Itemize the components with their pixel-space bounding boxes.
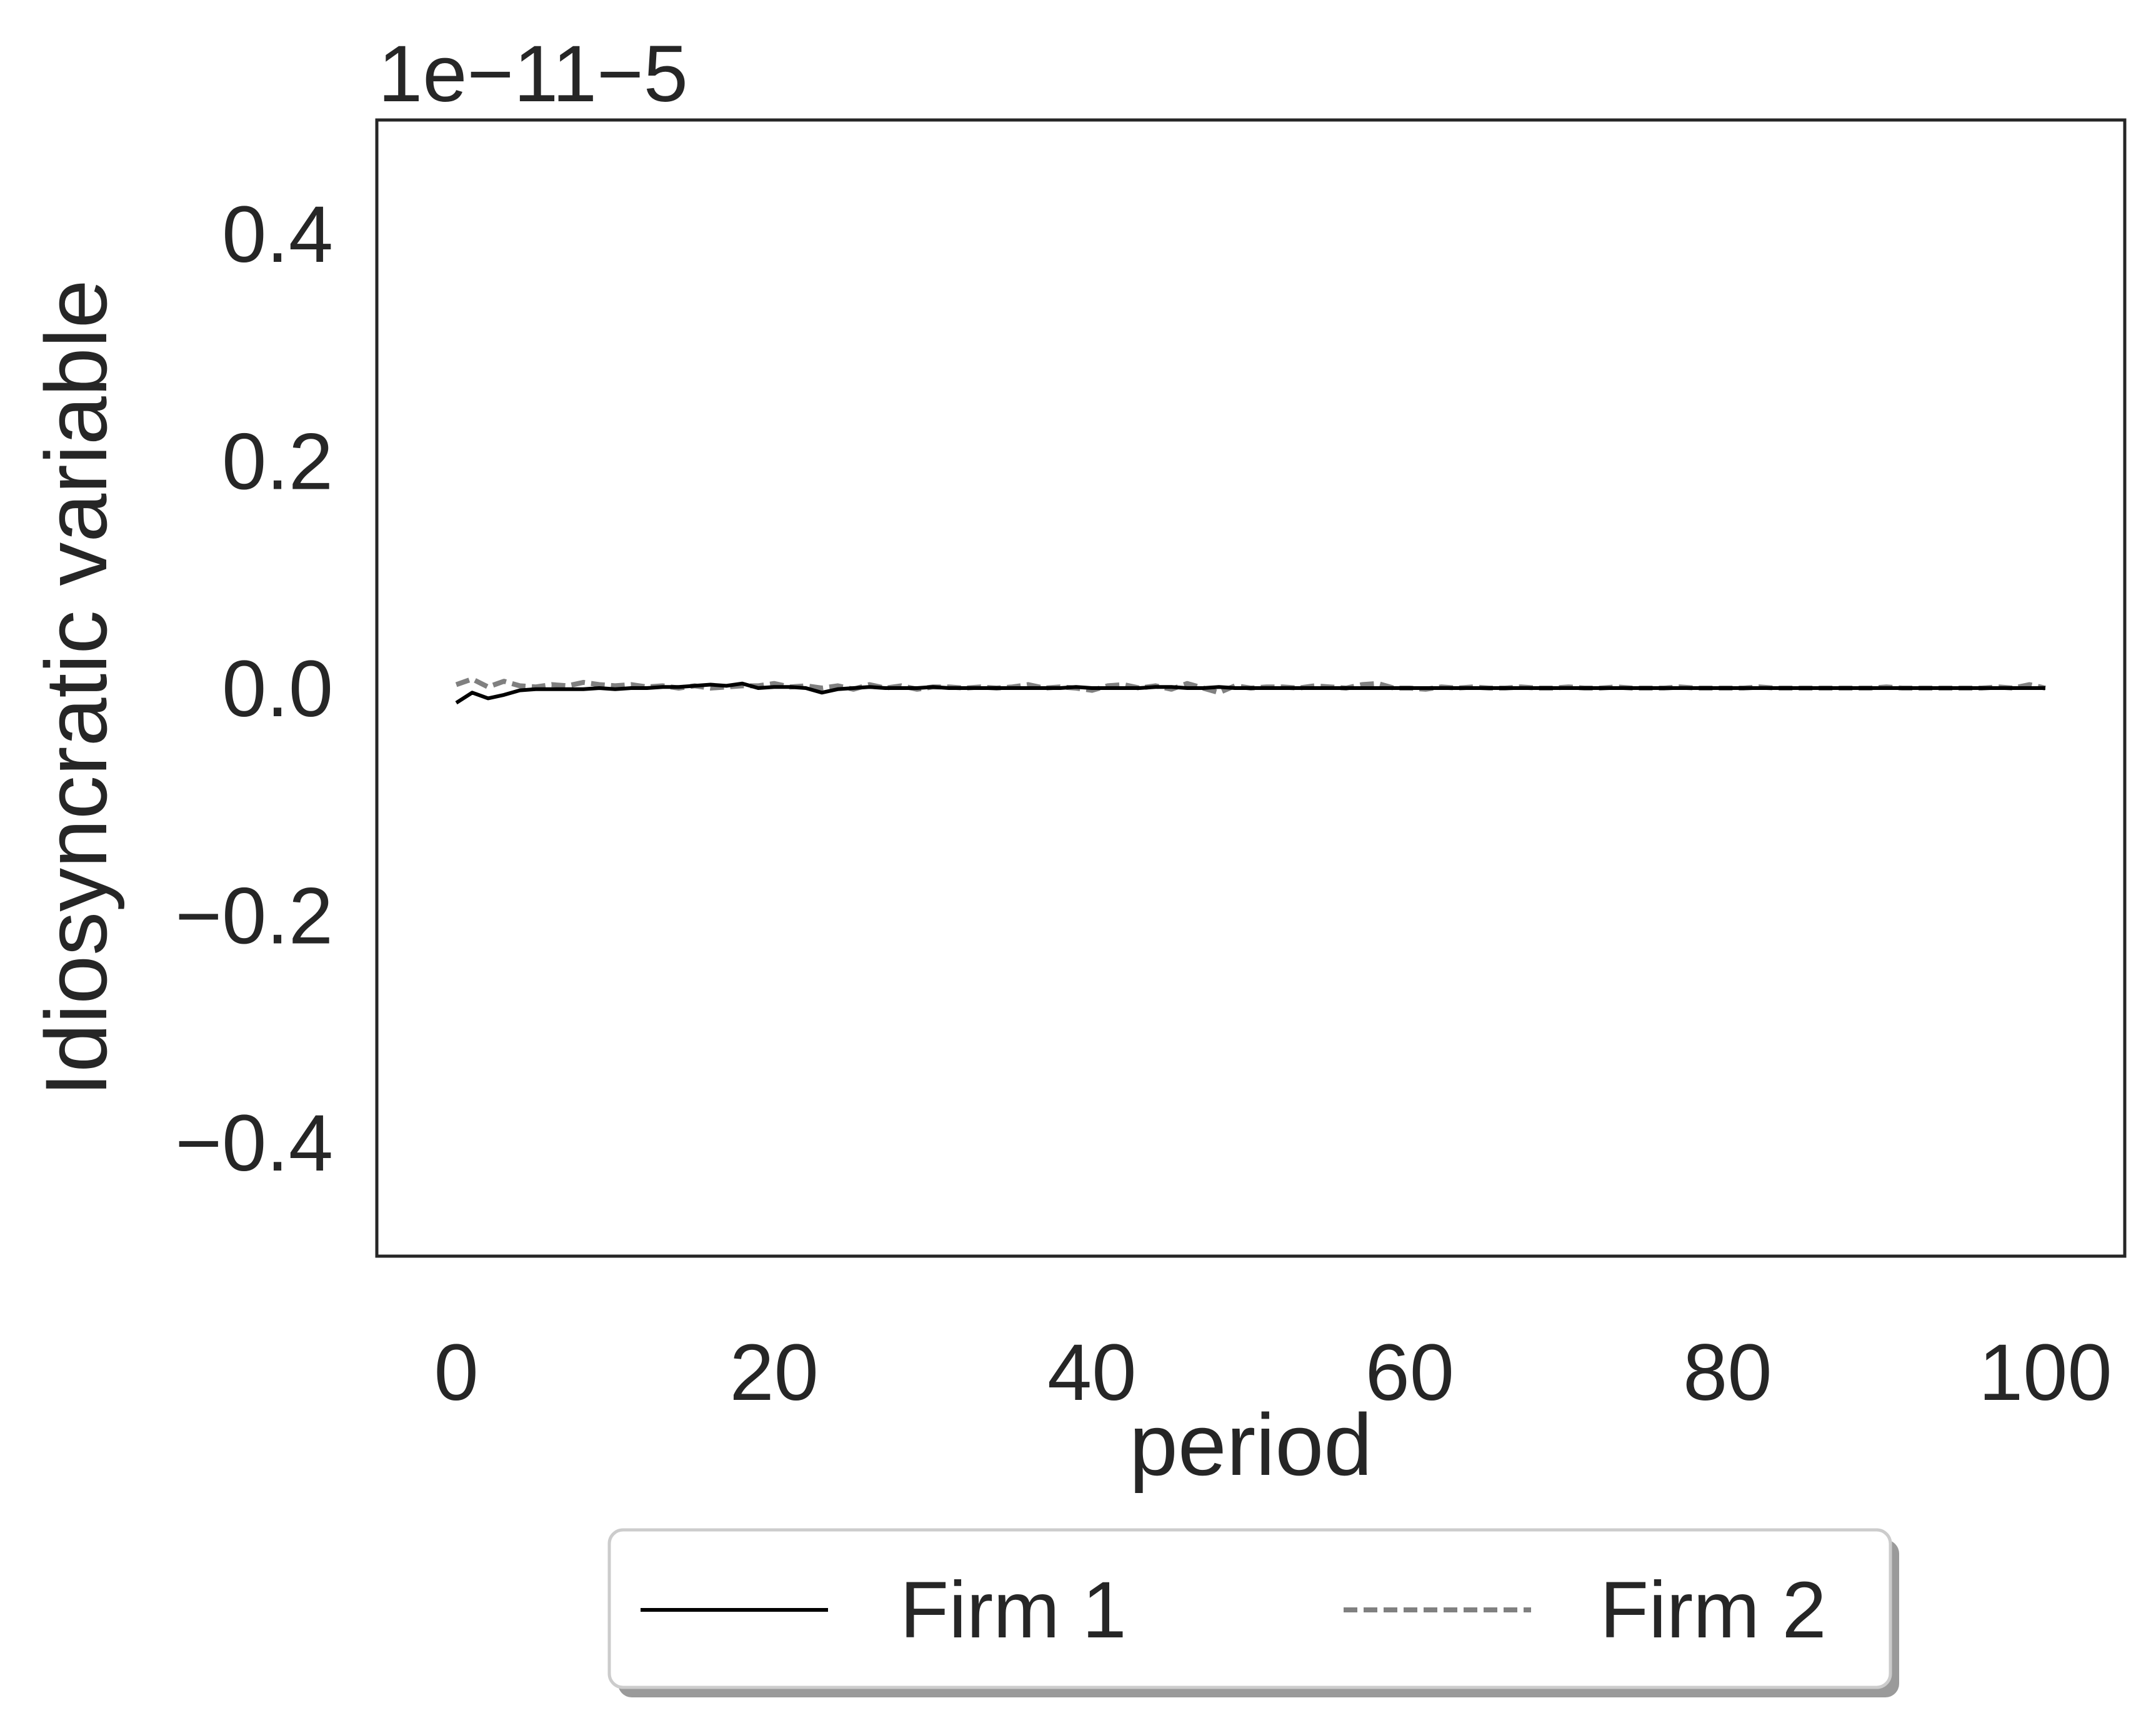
y-tick-label: 0.4 (222, 190, 333, 279)
series-line-firm-1 (455, 681, 2045, 705)
legend-label-firm-1: Firm 1 (900, 1566, 1127, 1655)
x-tick-label: 60 (1365, 1328, 1454, 1417)
y-tick-label: 0.0 (222, 644, 333, 734)
y-tick-labels: −0.4 −0.2 0.0 0.2 0.4 (175, 190, 333, 1188)
series-layer (455, 676, 2046, 705)
axis-offset-text: 1e−11−5 (378, 29, 688, 119)
y-tick-label: −0.2 (175, 872, 333, 961)
legend: Firm 1 Firm 2 (607, 1528, 1899, 1697)
x-tick-labels: 0 20 40 60 80 100 (434, 1328, 2112, 1417)
x-tick-label: 80 (1683, 1328, 1772, 1417)
y-tick-label: −0.4 (175, 1099, 333, 1188)
x-tick-label: 100 (1979, 1328, 2112, 1417)
x-tick-label: 20 (729, 1328, 818, 1417)
y-axis-label: Idiosyncratic variable (27, 279, 125, 1096)
x-tick-label: 40 (1047, 1328, 1136, 1417)
x-axis-label: period (1129, 1396, 1372, 1494)
axes-frame (375, 118, 2127, 1258)
y-tick-label: 0.2 (222, 417, 333, 506)
legend-label-firm-2: Firm 2 (1600, 1566, 1827, 1655)
legend-box (607, 1528, 1892, 1689)
x-tick-label: 0 (434, 1328, 479, 1417)
